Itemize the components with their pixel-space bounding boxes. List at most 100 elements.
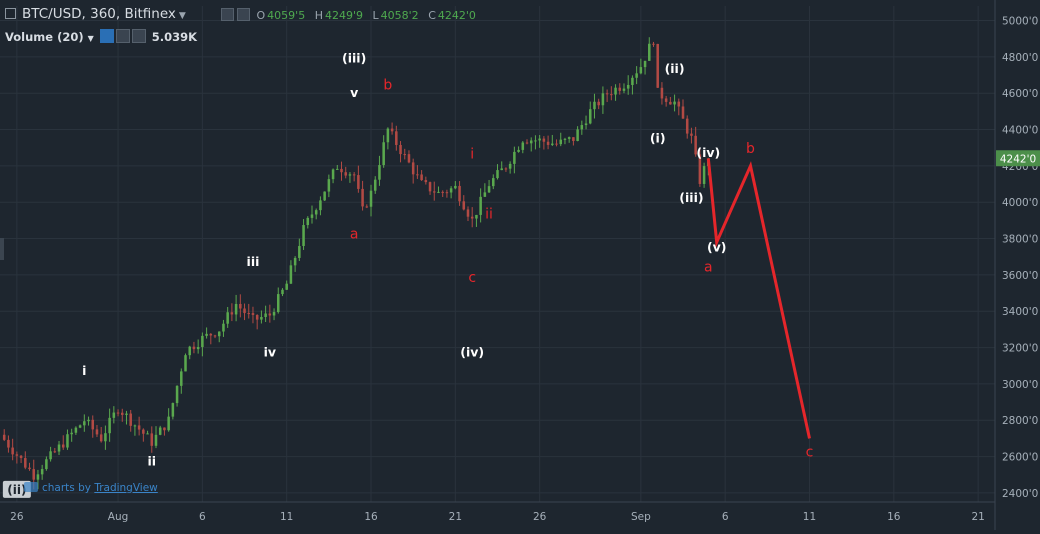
candle-down bbox=[91, 419, 95, 430]
candle-up bbox=[673, 101, 676, 105]
eye-icon[interactable] bbox=[237, 8, 250, 21]
candle-up bbox=[508, 163, 512, 169]
candle-down bbox=[163, 427, 166, 431]
y-tick-label: 3000'0 bbox=[1002, 379, 1038, 391]
watermark-brand[interactable]: TradingView bbox=[94, 482, 158, 494]
candle-down bbox=[470, 216, 474, 219]
candle-up bbox=[49, 451, 52, 460]
collapse-icon[interactable] bbox=[5, 8, 16, 19]
candle-up bbox=[289, 265, 293, 284]
candle-up bbox=[222, 323, 225, 332]
candle-down bbox=[685, 118, 689, 134]
candle-up bbox=[276, 294, 280, 313]
x-tick-label: 16 bbox=[887, 511, 901, 523]
candle-up bbox=[146, 433, 149, 435]
candle-up bbox=[260, 316, 263, 320]
candle-down bbox=[445, 192, 449, 194]
candle-up bbox=[517, 149, 520, 152]
watermark-prefix: charts by bbox=[42, 482, 91, 494]
candle-down bbox=[664, 98, 668, 102]
candle-up bbox=[702, 166, 706, 184]
candle-up bbox=[475, 214, 478, 219]
candle-up bbox=[529, 140, 533, 144]
candle-up bbox=[36, 474, 40, 480]
y-tick-label: 2600'0 bbox=[1002, 452, 1038, 464]
candle-up bbox=[78, 425, 82, 428]
settings-icon[interactable] bbox=[115, 29, 130, 43]
candle-down bbox=[525, 142, 529, 144]
candle-down bbox=[251, 313, 255, 315]
volume-indicator[interactable]: Volume (20) ▼ 5.039K bbox=[5, 29, 197, 44]
chevron-down-icon[interactable]: ▼ bbox=[178, 11, 186, 21]
y-tick-label: 4400'0 bbox=[1002, 125, 1038, 137]
wave-label: a bbox=[704, 259, 713, 275]
candle-up bbox=[70, 432, 73, 435]
candle-down bbox=[213, 335, 217, 337]
y-tick-label: 4000'0 bbox=[1002, 197, 1038, 209]
candle-up bbox=[154, 434, 158, 446]
candle-down bbox=[150, 433, 154, 446]
candle-up bbox=[66, 434, 69, 448]
open-value: 4059'5 bbox=[267, 9, 306, 22]
candle-up bbox=[635, 73, 638, 78]
candle-down bbox=[340, 168, 343, 173]
candle-up bbox=[314, 210, 318, 215]
candle-down bbox=[121, 412, 124, 415]
candle-up bbox=[534, 140, 537, 142]
candle-down bbox=[53, 451, 57, 453]
last-price-label: 4242'0 bbox=[1000, 153, 1036, 165]
candle-up bbox=[496, 170, 499, 179]
y-tick-label: 5000'0 bbox=[1002, 16, 1038, 28]
candle-up bbox=[588, 109, 592, 124]
candles bbox=[2, 37, 710, 490]
side-panel-handle[interactable] bbox=[0, 238, 4, 260]
candle-up bbox=[217, 331, 221, 337]
wave-label: i bbox=[82, 363, 86, 378]
candle-down bbox=[462, 201, 466, 210]
settings-icon[interactable] bbox=[221, 8, 234, 21]
wave-projection-line bbox=[706, 158, 811, 439]
candle-down bbox=[209, 333, 213, 336]
y-tick-label: 2800'0 bbox=[1002, 415, 1038, 427]
candle-up bbox=[205, 333, 208, 336]
candle-down bbox=[605, 93, 609, 95]
candle-up bbox=[369, 190, 373, 207]
symbol-title[interactable]: BTC/USD, 360, Bitfinex ▼ bbox=[5, 6, 186, 22]
candle-up bbox=[226, 312, 229, 324]
wave-labels: (ii)iiiiiiiv(iii)vabiiic(iv)(ii)(i)(iv)(… bbox=[2, 50, 813, 498]
candle-down bbox=[361, 188, 364, 207]
x-tick-label: 11 bbox=[803, 511, 816, 523]
candle-down bbox=[597, 101, 600, 106]
open-key: O bbox=[256, 9, 266, 22]
x-tick-label: 11 bbox=[280, 511, 293, 523]
candle-down bbox=[95, 429, 99, 435]
close-icon[interactable] bbox=[131, 29, 146, 43]
candle-up bbox=[83, 421, 86, 426]
wave-label: (iii) bbox=[679, 190, 703, 205]
close-value: 4242'0 bbox=[437, 9, 476, 22]
candle-down bbox=[11, 447, 14, 455]
wave-projection bbox=[706, 158, 811, 439]
candle-down bbox=[572, 137, 575, 141]
candle-down bbox=[424, 180, 428, 183]
candle-up bbox=[521, 142, 525, 150]
candle-up bbox=[306, 217, 310, 226]
wave-label: a bbox=[350, 227, 359, 243]
y-tick-label: 3800'0 bbox=[1002, 234, 1038, 246]
candle-down bbox=[542, 138, 546, 142]
candle-up bbox=[584, 123, 588, 126]
candle-up bbox=[500, 168, 503, 171]
candle-up bbox=[437, 191, 440, 193]
x-tick-label: 16 bbox=[364, 511, 378, 523]
candle-up bbox=[622, 88, 626, 91]
tradingview-watermark[interactable]: charts by TradingView bbox=[24, 482, 158, 494]
chevron-down-icon[interactable]: ▼ bbox=[87, 34, 94, 43]
candle-down bbox=[32, 469, 35, 480]
high-key: H bbox=[314, 9, 323, 22]
candle-up bbox=[298, 246, 301, 258]
low-value: 4058'2 bbox=[380, 9, 419, 22]
candle-up bbox=[593, 101, 596, 110]
eye-icon[interactable] bbox=[99, 29, 114, 43]
